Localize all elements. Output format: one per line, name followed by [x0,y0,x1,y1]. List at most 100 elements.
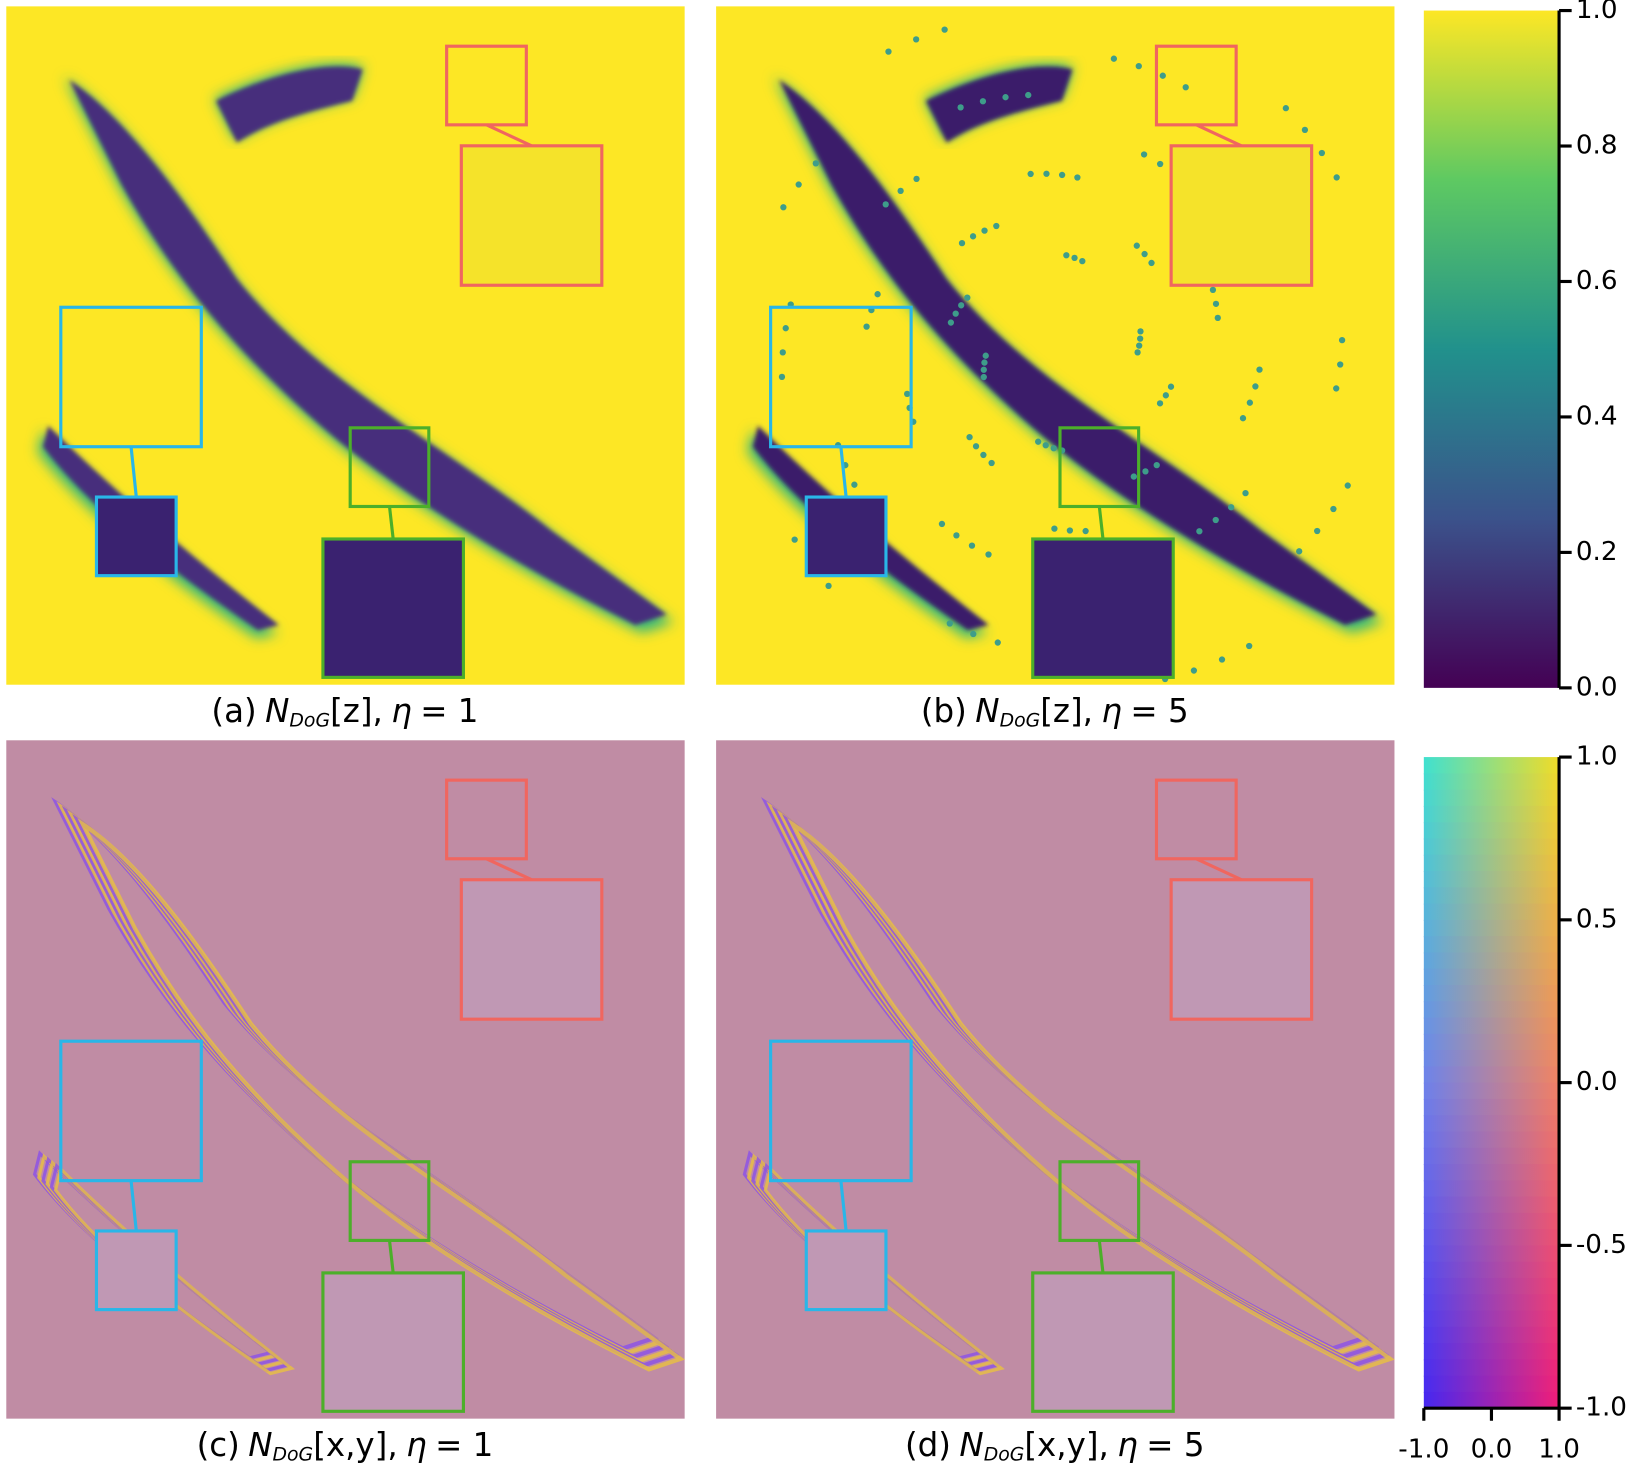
zoom-connector [387,1240,395,1274]
scatter-dot [1218,656,1226,663]
zoom-inset [804,1229,888,1312]
zoom-connector [839,446,848,498]
scatter-dot [1051,525,1058,532]
caption-part: [z], [1040,692,1093,730]
colorbar-strip [1423,1277,1560,1296]
scatter-dot [1079,258,1086,265]
zoom-inset [321,1271,465,1413]
colorbar-strip [1423,805,1560,824]
scatter-dot [980,451,987,459]
y-tick-label: -0.5 [1576,1230,1627,1260]
colorbar-strip [1423,1180,1560,1198]
scatter-dot [1282,105,1290,112]
scatter-dot [791,536,798,543]
scatter-dot [1214,314,1221,321]
scatter-dot [1301,126,1309,134]
caption-part: DoG [273,1443,314,1465]
scatter-dot [1148,259,1155,267]
caption-part: = 1 [435,1426,493,1464]
zoom-connector [485,123,533,148]
scatter-dot [1133,242,1140,249]
caption-part: DoG [984,1443,1025,1465]
scatter-dot [1140,151,1148,158]
scatter-dot [1333,385,1340,392]
zoom-connector [1195,123,1243,148]
zoom-source [445,44,528,127]
scatter-dot [980,373,987,381]
panel [6,6,685,685]
colorbar-strip [1423,1229,1560,1247]
scatter-dot [1337,361,1344,368]
scatter-dot [970,630,977,638]
scatter-dot [1156,400,1164,407]
colorbar-strip [1423,789,1560,807]
caption-part: N [265,692,289,730]
caption-part: DoG [1000,709,1041,731]
scatter-dot [1035,438,1042,445]
zoom-inset [804,495,888,578]
caption-part: [x,y], [313,1426,398,1464]
scatter-dot [979,98,987,105]
panel-caption: (b) NDoG[z], η = 5 [921,692,1189,731]
scatter-dot [981,227,988,234]
scatter-dot [913,175,920,183]
caption-part: N [248,1426,272,1464]
caption-part: = 1 [420,692,478,730]
zoom-source [59,1039,203,1183]
scatter-dot [1066,527,1074,534]
scatter-dot [782,325,789,332]
scatter-dot [812,160,819,167]
panel [716,6,1395,685]
colorbar-strip [1423,1082,1560,1100]
scatter-dot [946,620,953,627]
dense-region [42,425,279,631]
zoom-source [1154,778,1238,861]
x-tick-label: 0.0 [1471,1435,1513,1465]
zoom-connector [1097,506,1105,540]
scatter-dot [1246,399,1254,406]
colorbar-strip [1423,1001,1560,1019]
scatter-dot [1314,527,1321,535]
colorbar-strip [1423,936,1560,954]
scatter-dot [1256,366,1263,373]
scatter-dot [1130,473,1137,480]
colorbar-strip [1423,1050,1560,1068]
scatter-dot [969,233,977,240]
y-tick-label: 0.6 [1576,266,1618,296]
colorbar-strip [1423,1245,1560,1263]
colorbar-strip [1423,871,1560,889]
zoom-source [769,1039,913,1183]
scatter-dot [938,520,946,528]
scatter-dot [1212,516,1219,524]
colorbar-strip [1423,1375,1560,1393]
panel [716,740,1395,1419]
colorbar-strip [1423,1391,1560,1410]
x-tick-label: -1.0 [1398,1435,1449,1465]
scatter-dot [1134,349,1141,356]
scatter-dot [1318,149,1326,157]
zoom-inset [1031,537,1175,679]
caption-part: = 5 [1146,1426,1204,1464]
colorbar-strip [1423,1343,1560,1361]
zoom-connector [129,446,138,498]
colorbar-strip [1423,919,1560,938]
scatter-dot [1142,468,1149,475]
dense-region [69,79,667,625]
scatter-dot [972,443,980,450]
colorbar-strip [1423,1359,1560,1377]
colorbar-strip [1423,822,1560,840]
scatter-dot [851,481,858,488]
scatter-dot [1043,170,1050,177]
scatter-dot [863,323,870,330]
caption-part: [z], [330,692,383,730]
y-tick-label: 1.0 [1576,0,1618,25]
y-tick-label: 0.8 [1576,131,1618,161]
colorbar-strip [1423,1294,1560,1312]
scatter-dot [1252,383,1259,390]
scatter-dot [947,319,955,326]
zoom-source [348,426,431,509]
colorbar-strip [1423,1212,1560,1231]
scatter-dot [885,48,892,55]
colorbar-strip [1423,1147,1560,1166]
stripe [787,818,1395,1372]
